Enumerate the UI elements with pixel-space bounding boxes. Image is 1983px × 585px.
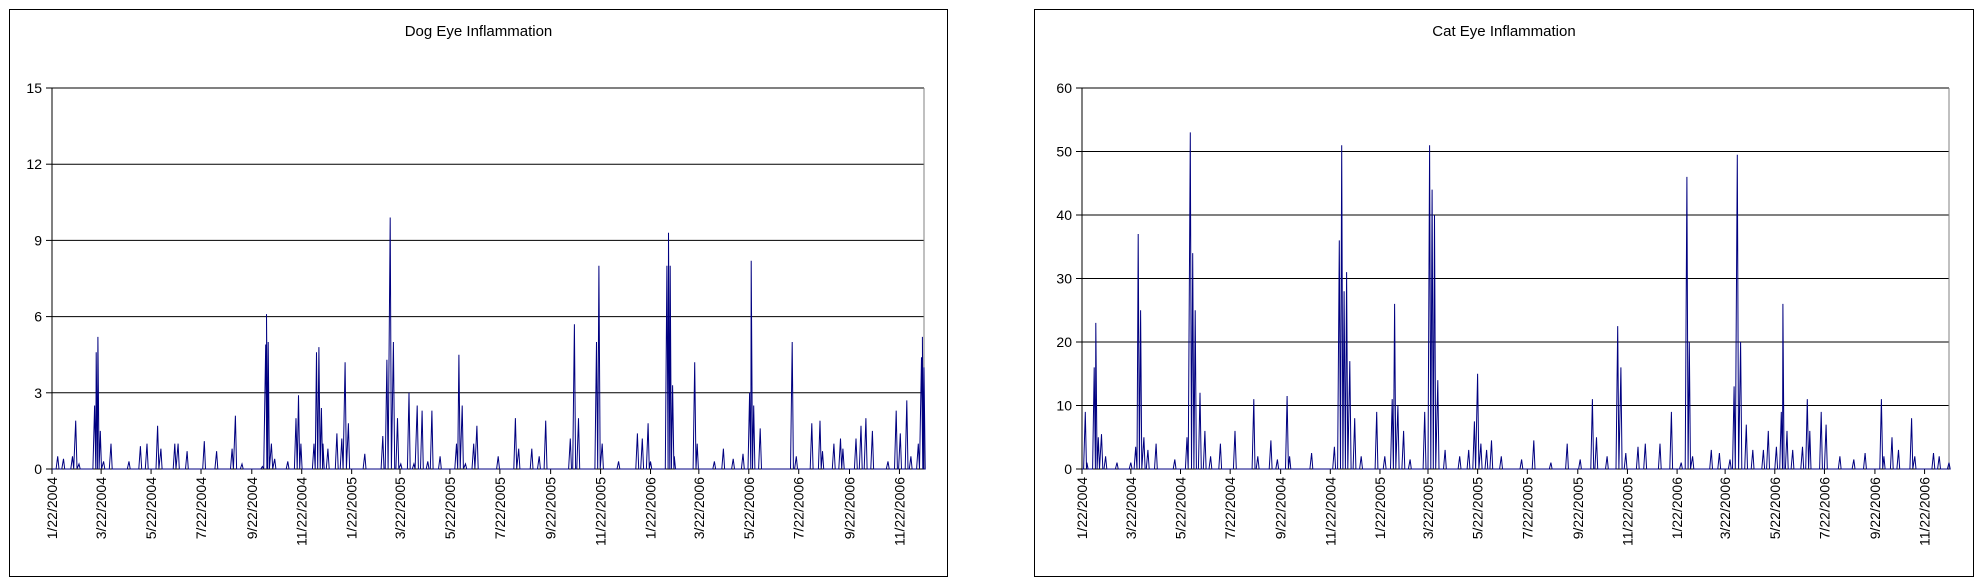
y-tick-label: 60 <box>1056 80 1072 96</box>
y-tick-label: 30 <box>1056 271 1072 287</box>
dog-chart-panel: Dog Eye Inflammation 0 3 6 9 12 15 1/22/2004 3/… <box>9 9 948 577</box>
x-tick-label: 5/22/2004 <box>143 477 159 539</box>
series-line <box>52 217 926 470</box>
x-tick-label: 9/22/2005 <box>543 477 559 539</box>
y-tick-label: 0 <box>1064 461 1072 477</box>
x-tick-label: 11/22/2004 <box>294 477 310 546</box>
x-tick-label: 5/22/2005 <box>1470 477 1486 539</box>
x-tick-label: 3/22/2006 <box>1717 477 1733 539</box>
y-tick-label: 0 <box>34 461 42 477</box>
x-tick-label: 3/22/2004 <box>93 477 109 539</box>
cat-line-chart: 0 10 20 30 40 50 60 1/22/2004 3/22/2004 5/22/2004… <box>1056 80 1951 546</box>
y-tick-label: 12 <box>26 156 42 172</box>
x-tick-label: 3/22/2006 <box>691 477 707 539</box>
x-tick-label: 9/22/2004 <box>1273 477 1289 539</box>
x-tick-label: 1/22/2005 <box>344 477 360 539</box>
x-tick-label: 7/22/2004 <box>193 477 209 539</box>
x-tick-label: 5/22/2006 <box>741 477 757 539</box>
x-tick-label: 3/22/2004 <box>1123 477 1139 539</box>
x-tick-label: 5/22/2004 <box>1173 477 1189 539</box>
x-tick-label: 11/22/2005 <box>593 477 609 546</box>
x-tick-label: 5/22/2006 <box>1767 477 1783 539</box>
x-tick-label: 3/22/2005 <box>392 477 408 539</box>
x-tick-label: 7/22/2005 <box>1519 477 1535 539</box>
y-tick-label: 6 <box>34 309 42 325</box>
x-tick-label: 1/22/2004 <box>44 477 60 539</box>
x-tick-label: 1/22/2004 <box>1074 477 1090 539</box>
cat-chart-panel: Cat Eye Inflammation 0 10 20 30 40 50 60 1/22/2… <box>1034 9 1974 577</box>
x-tick-label: 11/22/2005 <box>1619 477 1635 546</box>
dog-line-chart: 0 3 6 9 12 15 1/22/2004 3/22/2004 5/22/2004 7/22/… <box>26 80 926 546</box>
x-tick-label: 11/22/2004 <box>1322 477 1338 546</box>
y-tick-label: 20 <box>1056 334 1072 350</box>
y-tick-label: 10 <box>1056 398 1072 414</box>
x-tick-label: 9/22/2006 <box>1867 477 1883 539</box>
y-tick-label: 15 <box>26 80 42 96</box>
series-line <box>1082 132 1951 470</box>
x-tick-label: 7/22/2006 <box>1816 477 1832 539</box>
x-tick-label: 3/22/2005 <box>1420 477 1436 539</box>
chart-title: Dog Eye Inflammation <box>404 23 553 40</box>
x-tick-label: 1/22/2006 <box>643 477 659 539</box>
x-tick-label: 7/22/2006 <box>791 477 807 539</box>
x-tick-label: 5/22/2005 <box>442 477 458 539</box>
x-tick-label: 7/22/2005 <box>492 477 508 539</box>
y-tick-label: 9 <box>34 232 42 248</box>
y-tick-label: 40 <box>1056 207 1072 223</box>
x-tick-label: 1/22/2005 <box>1372 477 1388 539</box>
chart-title: Cat Eye Inflammation <box>1432 23 1576 40</box>
x-tick-label: 1/22/2006 <box>1669 477 1685 539</box>
x-tick-label: 11/22/2006 <box>1917 477 1933 546</box>
x-tick-label: 11/22/2006 <box>891 477 907 546</box>
x-tick-label: 9/22/2006 <box>841 477 857 539</box>
y-tick-label: 3 <box>34 385 42 401</box>
x-tick-label: 7/22/2004 <box>1222 477 1238 539</box>
x-tick-label: 9/22/2005 <box>1570 477 1586 539</box>
y-tick-label: 50 <box>1056 144 1072 160</box>
x-tick-label: 9/22/2004 <box>244 477 260 539</box>
